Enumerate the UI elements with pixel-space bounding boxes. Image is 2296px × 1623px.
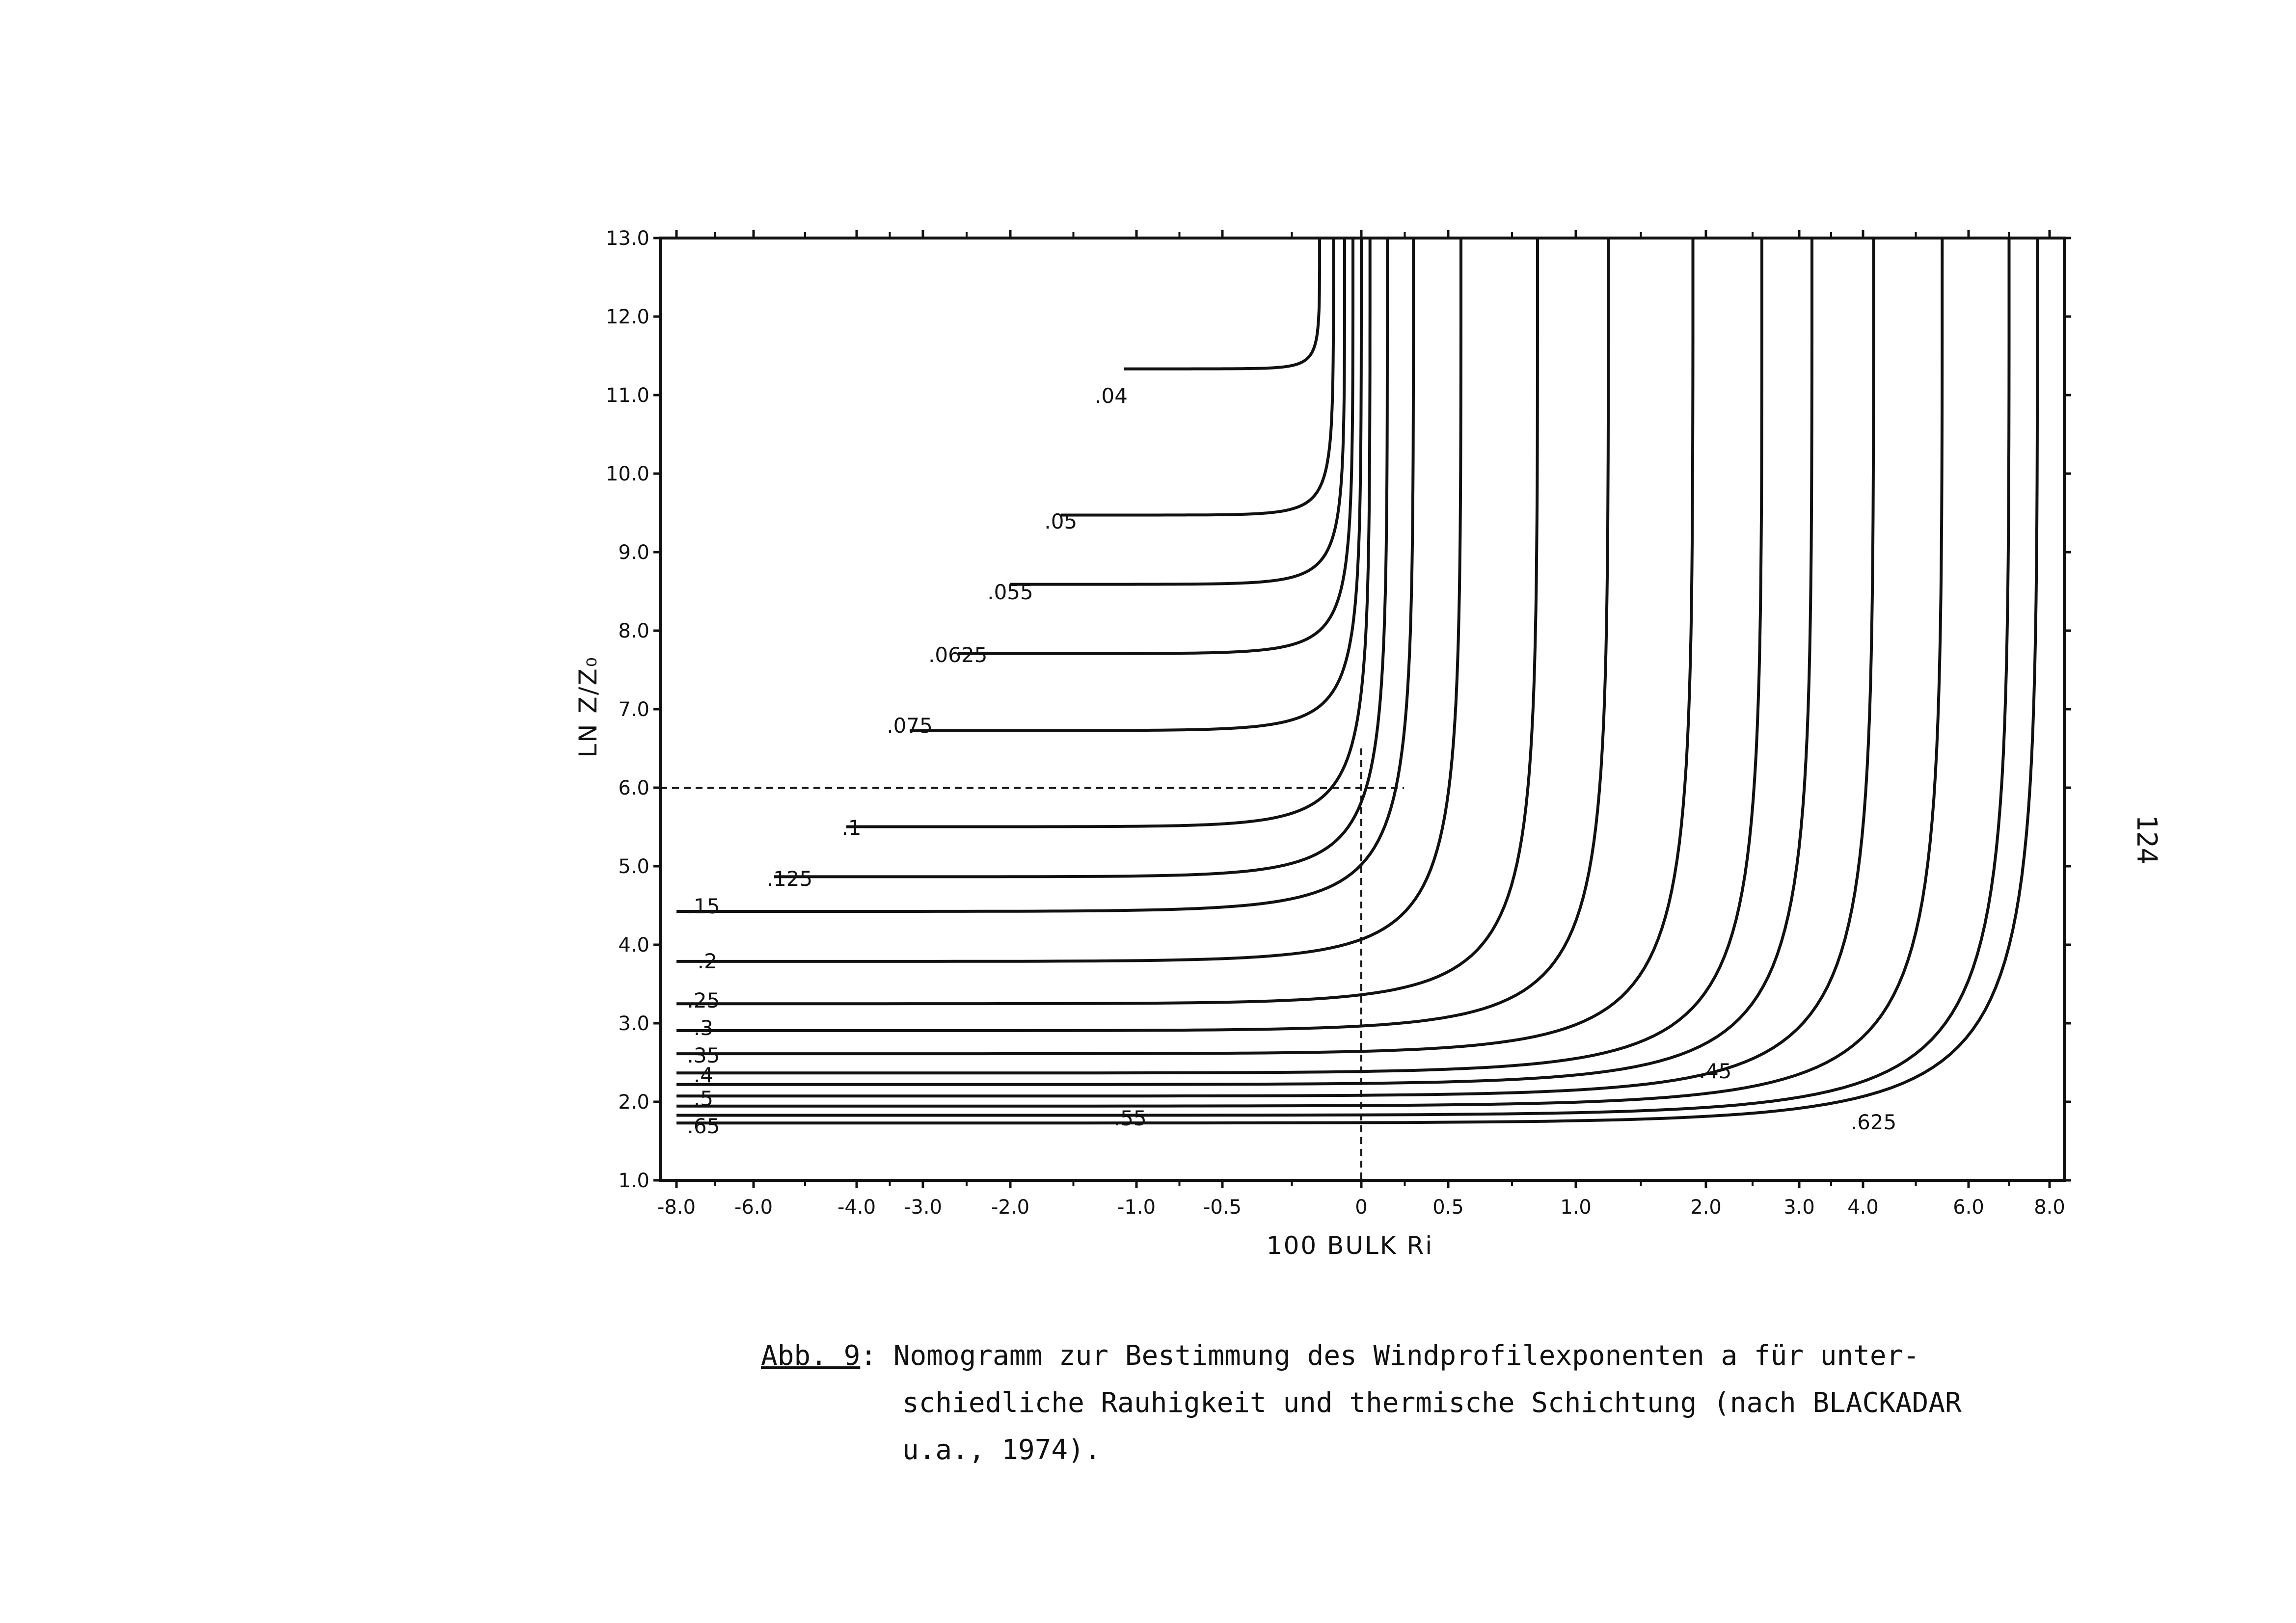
curve-labels: .04.05.055.0625.075.1.125.15.2.25.3.35.4… — [687, 384, 1897, 1138]
x-tick-label: 4.0 — [1847, 1196, 1879, 1219]
curve-line — [1124, 238, 1322, 371]
caption-label: Abb. 9 — [761, 1340, 861, 1372]
x-tick-label: 1.0 — [1560, 1196, 1592, 1219]
x-tick-label: 2.0 — [1690, 1196, 1722, 1219]
y-tick-label: 4.0 — [618, 934, 649, 957]
x-tick-label: -1.0 — [1117, 1196, 1156, 1219]
curve-label: .65 — [687, 1114, 720, 1138]
curve-line — [910, 238, 1363, 732]
curve-label: .25 — [687, 988, 720, 1012]
x-tick-label: 8.0 — [2034, 1196, 2065, 1219]
x-tick-label: -8.0 — [657, 1196, 696, 1219]
curve-label: .4 — [694, 1063, 713, 1087]
caption-line-2: schiedliche Rauhigkeit und thermische Sc… — [902, 1387, 1962, 1419]
y-tick-label: 7.0 — [618, 698, 649, 721]
x-tick-label: 0 — [1355, 1196, 1367, 1219]
caption-text-1: : Nomogramm zur Bestimmung des Windprofi… — [860, 1340, 1920, 1372]
curve-line — [774, 238, 1389, 878]
curve-label: .3 — [694, 1016, 713, 1040]
y-tick-label: 3.0 — [618, 1012, 649, 1035]
curve-label: .15 — [687, 894, 720, 918]
y-axis-title: LN Z/Z₀ — [574, 656, 602, 758]
y-tick-label: 2.0 — [618, 1091, 649, 1114]
curve-line — [676, 238, 1415, 913]
y-tick-label: 11.0 — [606, 384, 649, 407]
curve-line — [846, 238, 1372, 828]
curve-label: .35 — [687, 1043, 720, 1067]
curve-line — [1010, 238, 1346, 586]
curves — [676, 238, 2039, 1125]
caption-line-3: u.a., 1974). — [902, 1434, 1101, 1466]
curve-line — [676, 238, 1875, 1098]
curve-label: .125 — [767, 867, 813, 891]
y-tick-label: 12.0 — [606, 306, 649, 328]
y-tick-label: 10.0 — [606, 463, 649, 485]
curve-line — [1060, 238, 1335, 517]
x-tick-label: -3.0 — [904, 1196, 942, 1219]
curve-line — [676, 238, 1462, 963]
y-tick-label: 1.0 — [618, 1170, 649, 1192]
curve-label: .05 — [1044, 509, 1077, 533]
curve-label: .625 — [1851, 1110, 1897, 1134]
x-tick-label: -0.5 — [1203, 1196, 1242, 1219]
figure-caption: Abb. 9: Nomogramm zur Bestimmung des Win… — [761, 1332, 1964, 1474]
curve-line — [676, 238, 1944, 1108]
curve-label: .0625 — [928, 643, 987, 667]
caption-line-1: Abb. 9: Nomogramm zur Bestimmung des Win… — [761, 1332, 1964, 1380]
curve-label: .5 — [694, 1087, 713, 1111]
curve-line — [958, 238, 1354, 655]
y-tick-label: 5.0 — [618, 855, 649, 878]
curve-line — [676, 238, 2039, 1125]
x-axis-title: 100 BULK Ri — [1267, 1231, 1433, 1260]
curve-label: .55 — [1114, 1106, 1147, 1130]
curve-label: .075 — [887, 714, 933, 738]
reference-dashed-lines — [660, 748, 1404, 1180]
curve-line — [676, 238, 1539, 1006]
curve-line — [676, 238, 2011, 1117]
x-tick-label: -6.0 — [734, 1196, 773, 1219]
curve-label: .45 — [1699, 1059, 1732, 1083]
x-tick-label: -4.0 — [837, 1196, 876, 1219]
curve-line — [676, 238, 1763, 1075]
curve-line — [676, 238, 1610, 1032]
curve-label: .055 — [987, 580, 1033, 604]
y-axis-ticks: 1.0 2.0 3.0 4.0 5.0 6.0 7.0 8.0 9.0 10.0 11.0 12.0 1… — [606, 227, 2071, 1192]
y-tick-label: 8.0 — [618, 620, 649, 642]
curve-label: .2 — [698, 949, 717, 973]
curve-line — [676, 238, 1695, 1056]
x-tick-label: -2.0 — [991, 1196, 1029, 1219]
page-number: 124 — [2131, 815, 2162, 865]
curve-label: .1 — [841, 816, 861, 840]
curve-line — [676, 238, 1813, 1086]
x-tick-label: 3.0 — [1783, 1196, 1815, 1219]
y-tick-label: 13.0 — [606, 227, 649, 250]
curve-label: .04 — [1095, 384, 1128, 408]
x-tick-label: 0.5 — [1432, 1196, 1464, 1219]
x-axis-ticks: -8.0 -6.0 -4.0 -3.0 -2.0 -1.0 -0.5 0 0.5 1.0 2.0 3.… — [657, 230, 2065, 1219]
y-tick-label: 6.0 — [618, 777, 649, 799]
y-tick-label: 9.0 — [618, 541, 649, 564]
x-tick-label: 6.0 — [1953, 1196, 1984, 1219]
